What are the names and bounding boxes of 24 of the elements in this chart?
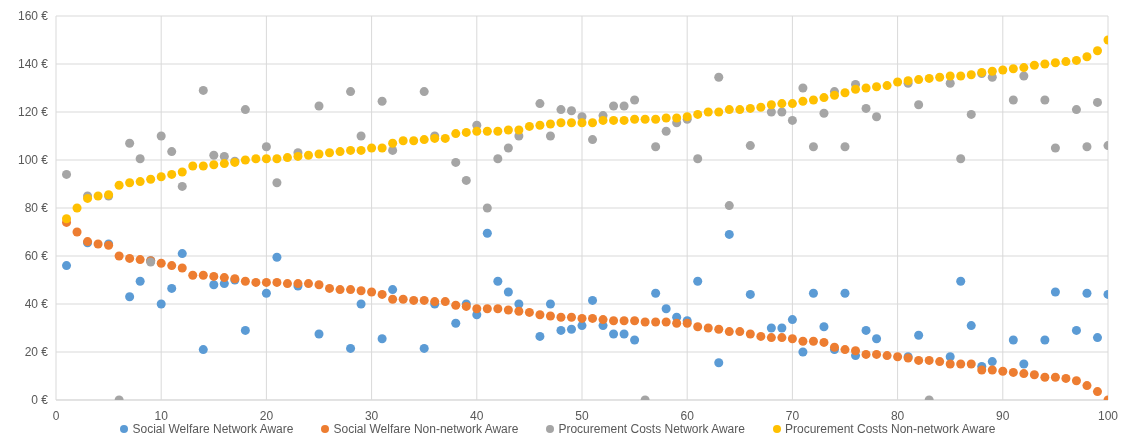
x-tick-label: 50 <box>575 409 589 423</box>
legend-label: Social Welfare Network Aware <box>132 422 294 436</box>
x-tick-label: 70 <box>785 409 800 423</box>
x-tick-label: 40 <box>470 409 484 423</box>
x-tick-label: 60 <box>680 409 695 423</box>
x-tick-label: 90 <box>996 409 1010 423</box>
y-tick-label: 120 € <box>17 105 49 120</box>
y-tick-label: 100 € <box>17 153 49 168</box>
legend-label: Procurement Costs Non-network Aware <box>784 422 996 436</box>
x-tick-label: 0 <box>52 409 60 423</box>
y-tick-label: 140 € <box>17 57 49 72</box>
x-tick-label: 100 <box>1097 409 1119 423</box>
x-tick-label: 80 <box>890 409 905 423</box>
legend-label: Procurement Costs Network Aware <box>558 422 745 436</box>
y-tick-label: 60 € <box>24 249 49 264</box>
y-tick-label: 20 € <box>24 345 49 360</box>
y-tick-label: 80 € <box>24 201 49 216</box>
x-tick-label: 10 <box>154 409 169 423</box>
y-tick-label: 40 € <box>24 297 49 312</box>
legend-label: Social Welfare Non-network Aware <box>333 422 519 436</box>
x-tick-label: 20 <box>259 409 274 423</box>
y-tick-label: 160 € <box>17 9 49 24</box>
y-tick-label: 0 € <box>31 393 49 408</box>
x-tick-label: 30 <box>364 409 379 423</box>
